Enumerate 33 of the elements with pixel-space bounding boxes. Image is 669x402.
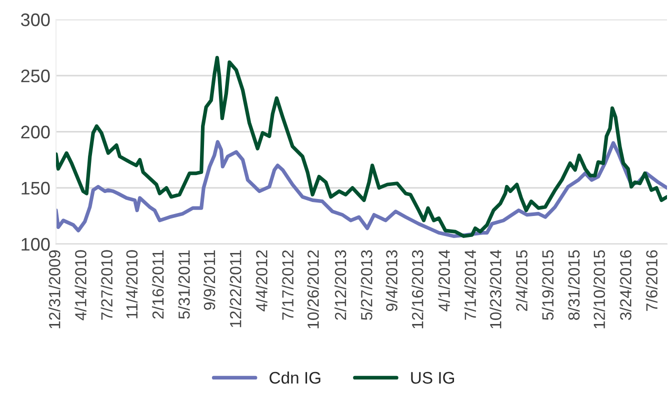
x-tick-label: 7/27/2010 bbox=[100, 250, 112, 320]
y-tick-label: 200 bbox=[21, 126, 50, 138]
x-tick-label: 10/23/2014 bbox=[490, 250, 502, 328]
y-tick-label: 300 bbox=[21, 13, 50, 26]
x-tick-label: 7/6/2016 bbox=[646, 250, 658, 311]
x-tick-label: 12/31/2009 bbox=[48, 250, 60, 328]
x-tick-label: 12/10/2015 bbox=[593, 250, 606, 328]
x-tick-label: 4/14/2010 bbox=[74, 250, 86, 320]
x-tick-label: 10/26/2012 bbox=[307, 250, 319, 328]
y-tick-label: 250 bbox=[21, 70, 50, 82]
x-tick-label: 7/14/2014 bbox=[464, 250, 476, 320]
x-tick-label: 8/31/2015 bbox=[568, 250, 580, 320]
x-tick-label: 2/16/2011 bbox=[152, 250, 164, 319]
x-tick-label: 5/27/2013 bbox=[360, 250, 372, 320]
legend-label: Cdn IG bbox=[270, 371, 320, 384]
x-tick-label: 11/4/2010 bbox=[126, 250, 138, 318]
x-tick-label: 7/17/2012 bbox=[282, 250, 294, 320]
x-tick-label: 12/22/2011 bbox=[230, 250, 242, 328]
x-tick-label: 12/16/2013 bbox=[412, 250, 424, 328]
x-tick-label: 9/9/2011 bbox=[203, 250, 216, 310]
x-tick-label: 2/12/2013 bbox=[334, 250, 346, 320]
legend-label: US IG bbox=[411, 372, 454, 384]
y-tick-label: 150 bbox=[22, 182, 50, 195]
x-tick-label: 9/4/2013 bbox=[386, 250, 398, 311]
x-tick-label: 4/4/2012 bbox=[256, 250, 268, 312]
x-tick-label: 5/19/2015 bbox=[542, 250, 554, 320]
y-tick-label: 100 bbox=[22, 238, 50, 251]
line-series bbox=[56, 56, 667, 238]
x-tick-label: 5/31/2011 bbox=[178, 250, 190, 319]
x-tick-label: 3/24/2016 bbox=[620, 250, 632, 320]
x-tick-label: 2/4/2015 bbox=[516, 250, 528, 311]
line-series bbox=[56, 140, 667, 238]
x-tick-label: 4/1/2014 bbox=[438, 250, 450, 312]
